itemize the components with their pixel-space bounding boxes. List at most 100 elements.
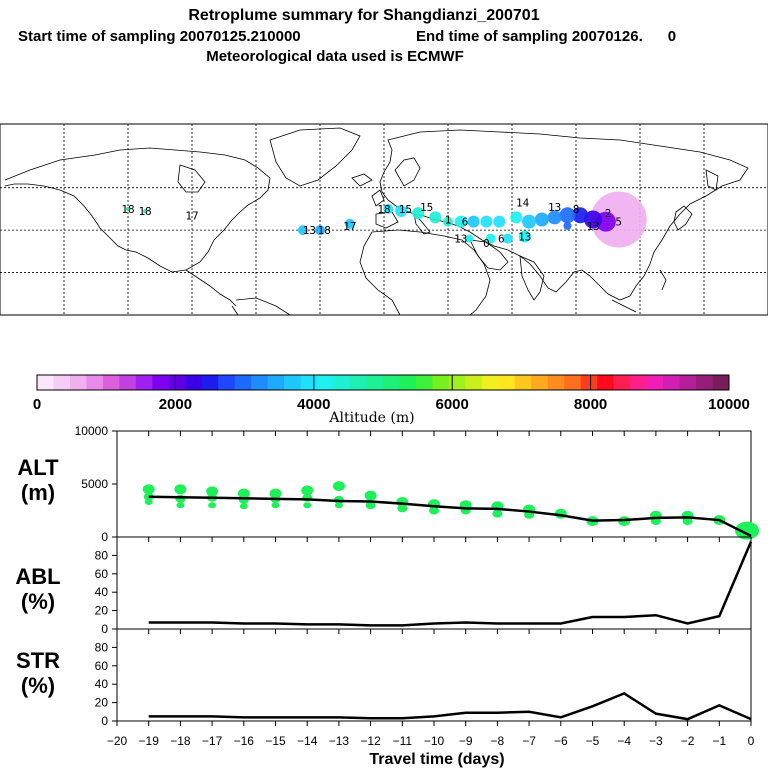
xtick-label: −9 (459, 734, 473, 748)
alt-cluster-point (303, 502, 312, 509)
coast-africa-west (359, 231, 401, 316)
colorbar-cell (646, 375, 664, 390)
plume-age-label: 14 (516, 197, 530, 210)
xtick-label: −1 (712, 734, 726, 748)
plume-blob (563, 221, 572, 230)
colorbar-cell (317, 375, 335, 390)
colorbar-cell (432, 375, 450, 390)
coast-south-america (235, 297, 291, 316)
colorbar-cell (119, 375, 137, 390)
end-time-label: End time of sampling 20070126. 0 (416, 28, 676, 45)
coastlines (4, 127, 749, 316)
str-panel: STR (%) 0 20 40 60 80 (16, 628, 752, 728)
coast-se-asia (611, 299, 637, 313)
alt-axis-unit: (m) (21, 480, 55, 505)
colorbar-cell (399, 375, 417, 390)
plume-blob (126, 206, 130, 211)
plume-blob (480, 215, 493, 228)
plume-blob (584, 210, 603, 229)
plume-age-label: 18 (377, 203, 390, 216)
travel-time-xaxis: −20 −19 −18 −17 −16 −15 −14 −13 −12 −11 −10 −9 −8 −7−… (107, 721, 755, 748)
plume-blob (395, 205, 408, 218)
plume-age-label: 13 (548, 201, 561, 214)
xtick-label: −17 (202, 734, 223, 748)
xtick-label: −16 (234, 734, 255, 748)
plume-age-label: 8 (573, 203, 580, 216)
alt-cluster-point (332, 481, 345, 492)
colorbar-cell (102, 375, 120, 390)
str-axis-label: STR (16, 648, 60, 673)
colorbar-cell (580, 375, 598, 390)
plume-blob (467, 215, 480, 228)
colorbar-cell (267, 375, 285, 390)
abl-panel: ABL (%) 0 20 40 60 80 (15, 536, 753, 636)
plume-age-label: 0 (483, 237, 490, 250)
colorbar-cell (383, 375, 400, 390)
abl-ytick-label: 60 (95, 567, 109, 581)
plume-blob (454, 215, 467, 228)
str-axis-unit: (%) (21, 673, 55, 698)
colorbar-cell (152, 375, 170, 390)
colorbar-frame (36, 374, 730, 391)
alt-panel: ALT (m) 0 5000 10000 (17, 424, 759, 544)
alt-yticks: 0 5000 10000 (75, 424, 752, 544)
colorbar-cell (300, 375, 318, 390)
plume-blob (344, 218, 355, 229)
plume-blob (143, 209, 148, 214)
xtick-label: −7 (522, 734, 536, 748)
alt-ytick-label: 0 (101, 530, 108, 544)
colorbar-cell (597, 375, 615, 390)
plume-blob (493, 215, 506, 228)
coast-central-america (185, 269, 237, 307)
plume-age-label: 15 (420, 201, 433, 214)
start-time-label: Start time of sampling 20070125.210000 (18, 28, 301, 45)
abl-axis-label: ABL (15, 564, 60, 589)
plume-blob (572, 207, 589, 224)
plume-blob (465, 234, 474, 243)
alt-series-line (148, 495, 752, 538)
plume-age-label: 1 (445, 214, 452, 227)
coast-kamchatka (705, 169, 719, 191)
colorbar-cell (679, 375, 697, 390)
abl-ytick-label: 40 (95, 585, 109, 599)
alt-cluster-point (208, 502, 217, 509)
colorbar-cell (415, 375, 433, 390)
colorbar-cell (630, 375, 648, 390)
plume-blob (534, 212, 549, 227)
plume-blob (518, 230, 531, 243)
colorbar-ticks: 0 2000 4000 6000 8000 10000 (33, 375, 750, 413)
plume-blob (443, 216, 453, 227)
coast-north-america (4, 147, 271, 273)
met-data-label: Meteorological data used is ECMWF (206, 48, 464, 65)
alt-ytick-label: 5000 (81, 477, 108, 491)
alt-cluster-point (174, 484, 187, 495)
alt-cluster-point (682, 517, 693, 526)
alt-cluster-point (334, 502, 343, 509)
plume-age-label: 2 (605, 207, 612, 220)
alt-ytick-label: 10000 (75, 424, 109, 438)
xaxis-label: Travel time (days) (369, 751, 504, 768)
str-ytick-label: 60 (95, 659, 109, 673)
str-ytick-label: 20 (95, 696, 109, 710)
colorbar-cell (284, 375, 302, 390)
colorbar-cells (37, 375, 730, 390)
str-ytick-label: 0 (101, 714, 108, 728)
alt-cluster-point (206, 486, 219, 497)
coast-greenland (269, 127, 361, 187)
plume-age-label: 17 (343, 220, 356, 233)
plume-age-label: 13 (303, 224, 316, 237)
colorbar-cell (234, 375, 252, 390)
alt-cluster-point (144, 499, 153, 506)
xtick-label: −2 (681, 734, 695, 748)
colorbar-cell (86, 375, 104, 390)
xtick-label: −5 (586, 734, 600, 748)
alt-cluster-point (142, 484, 155, 495)
colorbar-cell (350, 375, 368, 390)
xtick-label: −12 (360, 734, 381, 748)
abl-ytick-label: 0 (101, 622, 108, 636)
colorbar-cell (218, 375, 236, 390)
plume-blob (522, 214, 537, 229)
plume-age-label: 6 (462, 216, 469, 229)
colorbar-cell (547, 375, 565, 390)
